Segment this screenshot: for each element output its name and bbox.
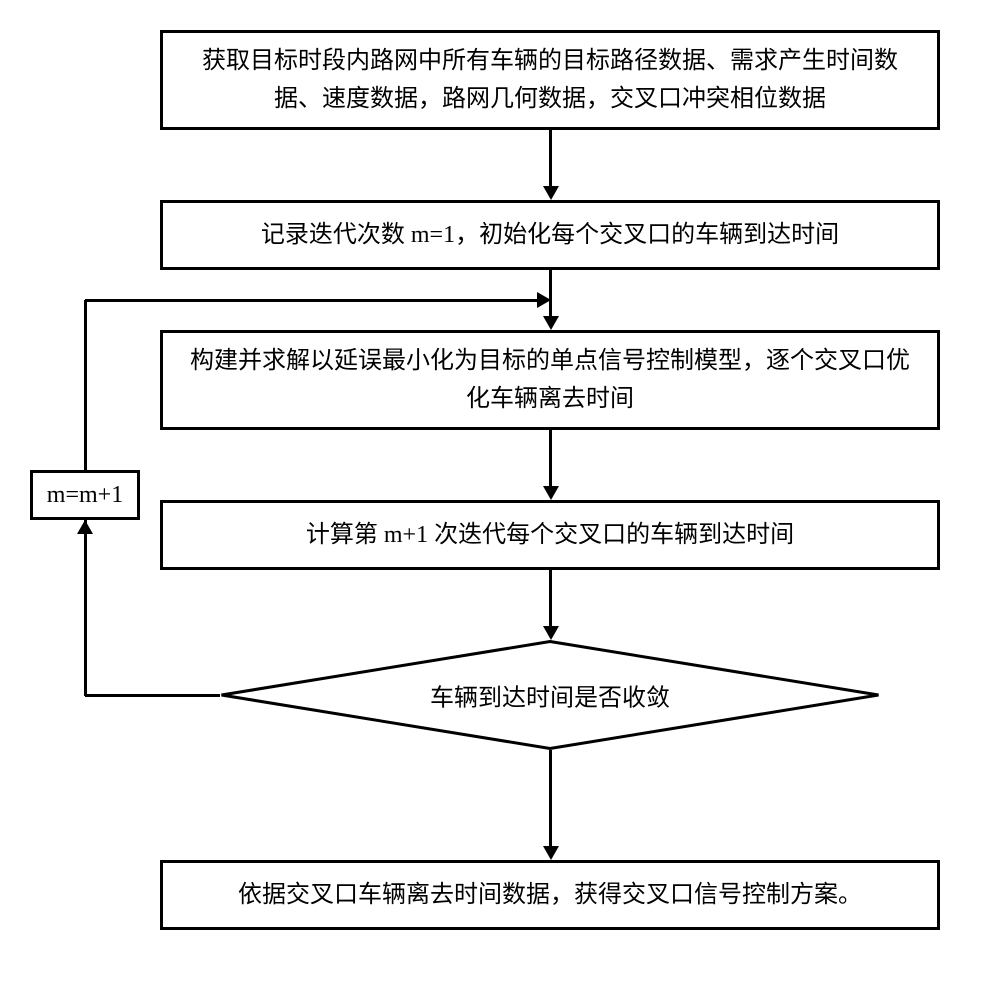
step3-box: 构建并求解以延误最小化为目标的单点信号控制模型，逐个交叉口优化车辆离去时间 — [160, 330, 940, 430]
loop-head-up — [77, 520, 93, 534]
step4-box: 计算第 m+1 次迭代每个交叉口的车辆到达时间 — [160, 500, 940, 570]
arrow-1-2-head — [543, 186, 559, 200]
step5-text: 依据交叉口车辆离去时间数据，获得交叉口信号控制方案。 — [238, 876, 862, 914]
loop-h1 — [85, 694, 220, 697]
step1-box: 获取目标时段内路网中所有车辆的目标路径数据、需求产生时间数据、速度数据，路网几何… — [160, 30, 940, 130]
loop-h2 — [85, 299, 537, 302]
loop-v1 — [84, 520, 87, 696]
loop-head-right — [537, 292, 551, 308]
step5-box: 依据交叉口车辆离去时间数据，获得交叉口信号控制方案。 — [160, 860, 940, 930]
step3-text: 构建并求解以延误最小化为目标的单点信号控制模型，逐个交叉口优化车辆离去时间 — [183, 342, 917, 419]
step2-box: 记录迭代次数 m=1，初始化每个交叉口的车辆到达时间 — [160, 200, 940, 270]
arrow-1-2 — [549, 130, 552, 186]
arrow-3-4 — [549, 430, 552, 486]
arrow-3-4-head — [543, 486, 559, 500]
arrow-2-3-head — [543, 316, 559, 330]
increment-box: m=m+1 — [30, 470, 140, 520]
decision-text: 车辆到达时间是否收敛 — [430, 678, 670, 713]
arrow-4-d — [549, 570, 552, 626]
arrow-d-5 — [549, 750, 552, 846]
loop-v2 — [84, 300, 87, 470]
increment-text: m=m+1 — [47, 476, 123, 514]
step1-text: 获取目标时段内路网中所有车辆的目标路径数据、需求产生时间数据、速度数据，路网几何… — [183, 42, 917, 119]
flowchart-canvas: 获取目标时段内路网中所有车辆的目标路径数据、需求产生时间数据、速度数据，路网几何… — [0, 0, 1000, 983]
arrow-4-d-head — [543, 626, 559, 640]
step4-text: 计算第 m+1 次迭代每个交叉口的车辆到达时间 — [306, 516, 794, 554]
step2-text: 记录迭代次数 m=1，初始化每个交叉口的车辆到达时间 — [261, 216, 839, 254]
arrow-d-5-head — [543, 846, 559, 860]
decision-diamond: 车辆到达时间是否收敛 — [220, 640, 880, 750]
